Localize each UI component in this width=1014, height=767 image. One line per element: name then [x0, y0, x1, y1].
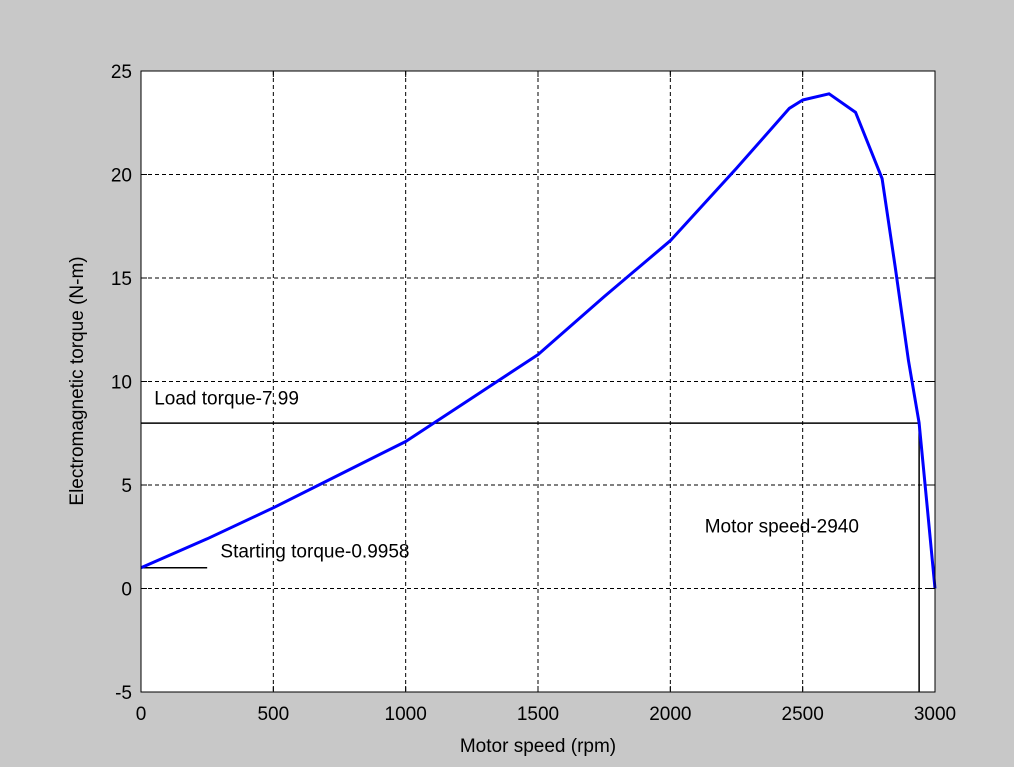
y-tick-label: 10 [111, 373, 132, 394]
x-tick-label: 2000 [649, 704, 691, 725]
y-tick-label: 5 [121, 476, 132, 497]
x-tick-label: 1000 [385, 704, 427, 725]
y-tick-label: 20 [111, 166, 132, 187]
series-group [140, 92, 937, 589]
y-tick-label: -5 [115, 683, 132, 704]
x-tick-label: 0 [136, 704, 147, 725]
annotation-label: Load torque-7.99 [154, 388, 299, 409]
x-tick-label: 1500 [517, 704, 559, 725]
torque-speed-curve [140, 92, 937, 589]
x-tick-label: 2500 [782, 704, 824, 725]
annotations: Load torque-7.99 Starting torque-0.9958 Mo… [154, 388, 859, 562]
x-axis-label: Motor speed (rpm) [460, 736, 616, 757]
y-axis-label: Electromagnetic torque (N-m) [67, 256, 88, 505]
y-tick-label: 25 [111, 62, 132, 83]
grid-lines [141, 71, 935, 692]
annotation-label: Motor speed-2940 [705, 517, 859, 538]
y-tick-label: 15 [111, 269, 132, 290]
reference-lines [141, 422, 920, 692]
x-tick-label: 500 [257, 704, 289, 725]
annotation-label: Starting torque-0.9958 [220, 541, 409, 562]
y-tick-label: 0 [121, 580, 132, 601]
x-tick-label: 3000 [914, 704, 956, 725]
